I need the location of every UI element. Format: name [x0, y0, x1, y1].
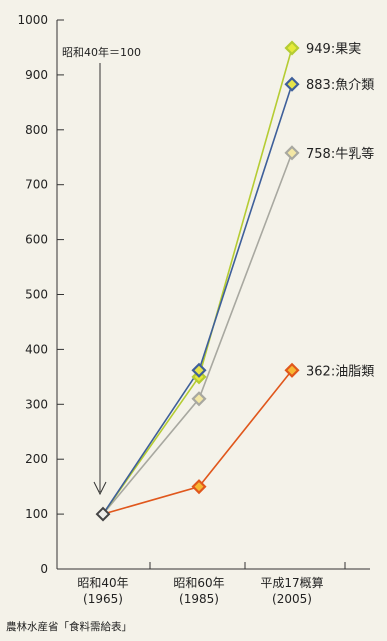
x-tick-label-year: (1965) [83, 592, 123, 606]
x-tick-label: 昭和40年 [77, 576, 128, 590]
base-point-marker [95, 506, 111, 522]
x-tick-label: 平成17概算 [260, 575, 323, 590]
baseline-annotation: 昭和40年＝100 [62, 45, 141, 496]
series-line [102, 152, 293, 515]
y-tick-label: 200 [25, 452, 48, 466]
y-tick-label: 100 [25, 507, 48, 521]
source-note: 農林水産省「食料需給表」 [6, 620, 132, 633]
y-tick-label: 700 [25, 178, 48, 192]
y-tick-label: 300 [25, 397, 48, 411]
y-axis: 0 100 200 300 400 500 600 700 800 900 1000 [17, 13, 64, 576]
x-tick-label: 昭和60年 [173, 576, 224, 590]
y-tick-label: 0 [40, 562, 48, 576]
data-point-marker [284, 145, 300, 161]
series-end-label: 883:魚介類 [306, 78, 374, 93]
data-point-marker [284, 40, 300, 56]
y-tick-label: 900 [25, 68, 48, 82]
annotation-arrowhead [93, 481, 107, 496]
data-point-marker [191, 362, 207, 378]
x-tick-label-year: (1985) [179, 592, 219, 606]
series-lines [102, 47, 293, 515]
y-tick-label: 1000 [17, 13, 48, 27]
y-tick-label: 400 [25, 342, 48, 356]
x-tick-label-year: (2005) [272, 592, 312, 606]
series-line [102, 47, 293, 515]
x-axis: 昭和40年 (1965) 昭和60年 (1985) 平成17概算 (2005) [57, 562, 370, 606]
series-end-label: 949:果実 [306, 41, 361, 57]
series-labels: 362:油脂類 758:牛乳等 949:果実 883:魚介類 [306, 41, 374, 379]
annotation-text: 昭和40年＝100 [62, 45, 141, 59]
data-point-marker [191, 391, 207, 407]
y-tick-label: 500 [25, 288, 48, 302]
series-end-label: 362:油脂類 [306, 364, 374, 379]
series-end-label: 758:牛乳等 [306, 146, 374, 162]
y-tick-label: 600 [25, 233, 48, 247]
data-point-marker [284, 362, 300, 378]
series-markers [95, 40, 300, 522]
data-point-marker [191, 479, 207, 495]
data-point-marker [284, 76, 300, 92]
y-tick-label: 800 [25, 123, 48, 137]
